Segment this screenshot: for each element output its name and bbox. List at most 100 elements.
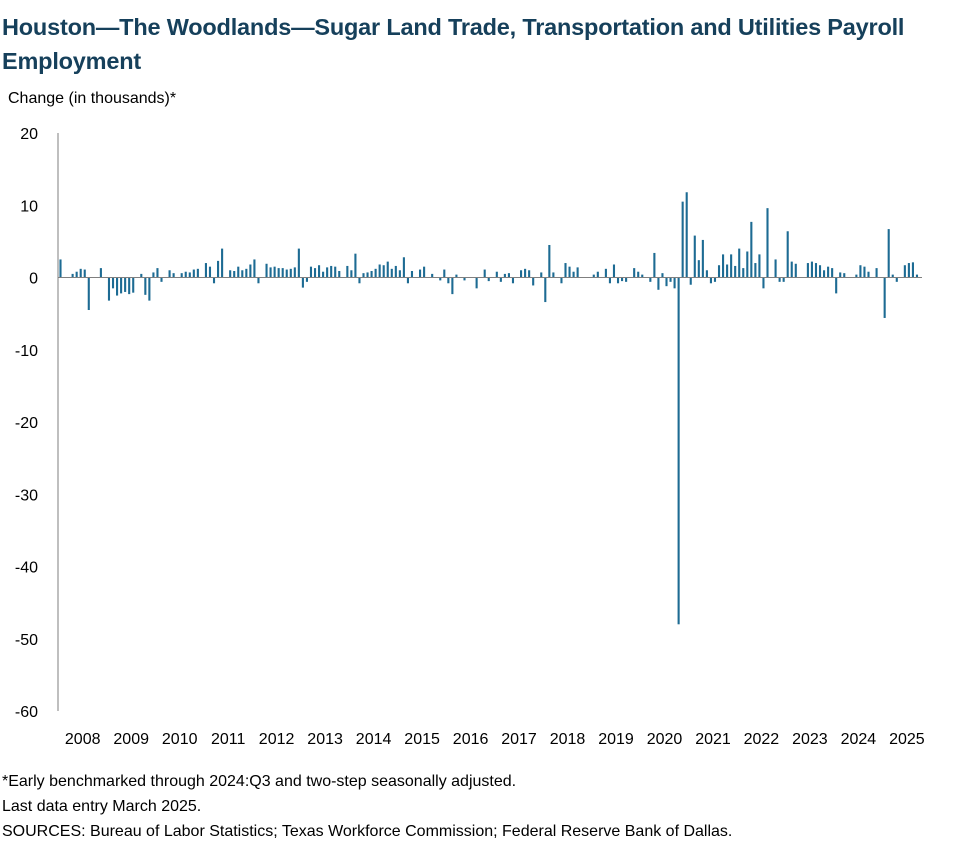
bar — [548, 244, 551, 278]
bar — [827, 266, 830, 278]
bar — [443, 269, 446, 278]
bar — [204, 263, 207, 278]
bar — [406, 277, 409, 284]
bar — [657, 277, 660, 290]
bar — [196, 268, 199, 278]
bar — [116, 277, 119, 296]
bar — [402, 257, 405, 278]
bar — [681, 201, 684, 278]
bar — [786, 231, 789, 278]
bar — [806, 263, 809, 278]
bar — [257, 277, 260, 284]
bar — [305, 277, 308, 282]
bar — [608, 277, 611, 284]
bar — [895, 277, 898, 282]
bar — [423, 266, 426, 278]
bar — [835, 277, 838, 294]
bar — [140, 273, 143, 278]
bar — [863, 266, 866, 278]
y-tick-label: -60 — [15, 704, 38, 721]
x-tick-label: 2008 — [65, 731, 101, 748]
bar — [762, 277, 765, 289]
bar — [168, 270, 171, 278]
bar — [487, 277, 490, 282]
bar — [293, 267, 296, 278]
bar — [394, 265, 397, 278]
bar — [604, 268, 607, 278]
x-tick-label: 2022 — [744, 731, 780, 748]
bar — [374, 268, 377, 278]
bar — [560, 277, 563, 284]
bar — [233, 271, 236, 278]
bar — [766, 208, 769, 278]
x-tick-label: 2017 — [501, 731, 537, 748]
bar — [713, 277, 717, 282]
bar — [398, 270, 401, 278]
bar — [734, 265, 737, 278]
bar — [144, 277, 147, 295]
bar — [709, 277, 712, 284]
bar — [774, 259, 777, 278]
bar — [273, 266, 276, 278]
bar — [661, 273, 664, 278]
x-tick-label: 2023 — [792, 731, 828, 748]
bar — [172, 273, 175, 278]
x-tick-label: 2024 — [841, 731, 877, 748]
x-tick-label: 2019 — [598, 731, 634, 748]
bar — [269, 267, 272, 278]
bar — [814, 263, 818, 278]
bar — [782, 277, 785, 282]
bar — [875, 268, 878, 278]
bar — [891, 274, 894, 278]
bar — [208, 266, 212, 278]
y-tick-label: 0 — [29, 271, 38, 288]
x-tick-label: 2025 — [889, 731, 925, 748]
bar — [338, 271, 341, 278]
bar — [358, 277, 361, 284]
bar — [677, 277, 680, 625]
bar — [249, 264, 252, 278]
bar — [552, 272, 555, 278]
bar — [229, 270, 232, 278]
bar — [334, 266, 337, 278]
bar — [507, 273, 510, 278]
bar — [649, 277, 652, 282]
bar — [697, 260, 700, 278]
x-tick-label: 2015 — [404, 731, 440, 748]
bar — [160, 277, 163, 282]
bar — [350, 270, 353, 278]
bar — [701, 239, 704, 278]
y-tick-label: -10 — [15, 343, 38, 360]
bar — [192, 269, 195, 278]
bar — [738, 248, 741, 278]
x-tick-label: 2021 — [695, 731, 731, 748]
bar — [188, 272, 191, 278]
bar — [483, 269, 486, 278]
bar — [532, 277, 535, 286]
bar — [322, 271, 325, 278]
x-tick-label: 2013 — [307, 731, 343, 748]
x-tick-label: 2012 — [259, 731, 295, 748]
bar — [625, 277, 628, 282]
bar — [511, 277, 515, 284]
bar — [843, 273, 846, 278]
bar — [148, 277, 151, 301]
bar — [495, 271, 498, 278]
bar — [503, 273, 506, 278]
bar — [318, 265, 321, 278]
bar — [366, 272, 369, 278]
x-tick-label: 2011 — [211, 731, 246, 748]
bar — [180, 273, 183, 278]
bar — [313, 268, 317, 278]
bar — [499, 277, 502, 282]
bar — [390, 268, 393, 278]
bar — [221, 248, 224, 278]
bar — [455, 274, 458, 278]
bar — [520, 270, 523, 278]
bar — [564, 263, 567, 278]
bar — [289, 268, 292, 278]
y-tick-label: 10 — [20, 198, 38, 215]
bar — [184, 271, 187, 278]
bar — [386, 261, 389, 278]
